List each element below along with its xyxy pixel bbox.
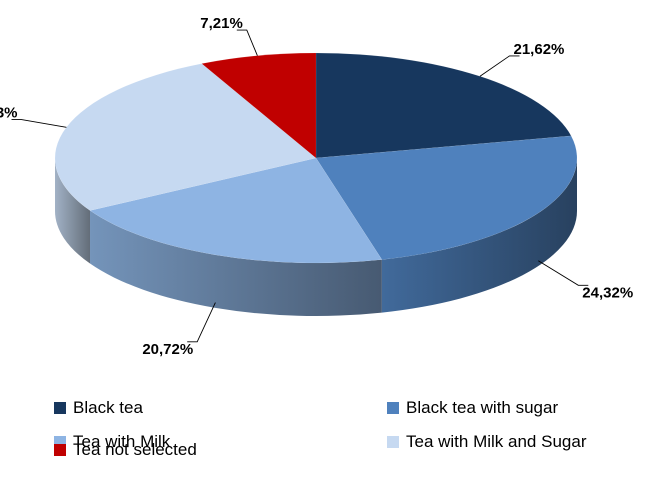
legend-label: Black tea <box>73 398 143 417</box>
legend-swatch <box>54 402 66 414</box>
data-label-tea-not-selected: 7,21% <box>200 15 243 32</box>
legend-item-tea-with-milk-and-sugar: Tea with Milk and Sugar <box>387 431 586 453</box>
data-label-tea-with-milk-and-sugar: 26,13% <box>0 105 18 122</box>
data-label-tea-with-milk: 20,72% <box>142 341 193 358</box>
leader-lines <box>11 29 589 343</box>
pie-slice-tea-not-selected <box>201 52 317 159</box>
legend-swatch <box>387 436 399 448</box>
legend-item-tea-not-selected: Tea not selected <box>54 439 197 461</box>
pie-slice-black-tea-with-sugar <box>315 135 578 260</box>
leader-line-tea-not-selected <box>236 29 258 56</box>
pie-side-walls <box>55 158 577 316</box>
pie-top-faces <box>54 52 578 264</box>
data-label-black-tea-with-sugar: 24,32% <box>582 284 633 301</box>
legend-swatch <box>54 444 66 456</box>
pie-slice-tea-with-milk <box>89 157 383 264</box>
legend-item-black-tea: Black tea <box>54 397 143 419</box>
data-labels: 21,62% 24,32% 20,72% 26,13% 7,21% <box>0 15 633 358</box>
data-label-black-tea: 21,62% <box>514 41 565 58</box>
pie-side-tea-with-milk <box>90 210 382 316</box>
pie-slice-tea-with-milk-and-sugar <box>54 63 317 211</box>
leader-line-tea-with-milk <box>187 302 216 343</box>
legend-label: Tea not selected <box>73 440 197 459</box>
pie-slice-black-tea <box>315 52 572 159</box>
pie-side-tea-with-milk-and-sugar <box>55 158 91 264</box>
legend-label: Black tea with sugar <box>406 398 559 417</box>
pie-side-black-tea-with-sugar <box>381 158 577 313</box>
legend-swatch <box>387 402 399 414</box>
legend-item-black-tea-with-sugar: Black tea with sugar <box>387 397 558 419</box>
leader-line-black-tea <box>479 55 520 77</box>
leader-line-black-tea-with-sugar <box>538 260 589 286</box>
legend-label: Tea with Milk and Sugar <box>406 432 587 451</box>
leader-line-tea-with-milk-and-sugar <box>11 119 67 128</box>
legend-label: Tea with Milk <box>73 432 171 451</box>
legend: Black tea Black tea with sugar Tea with … <box>0 392 667 486</box>
